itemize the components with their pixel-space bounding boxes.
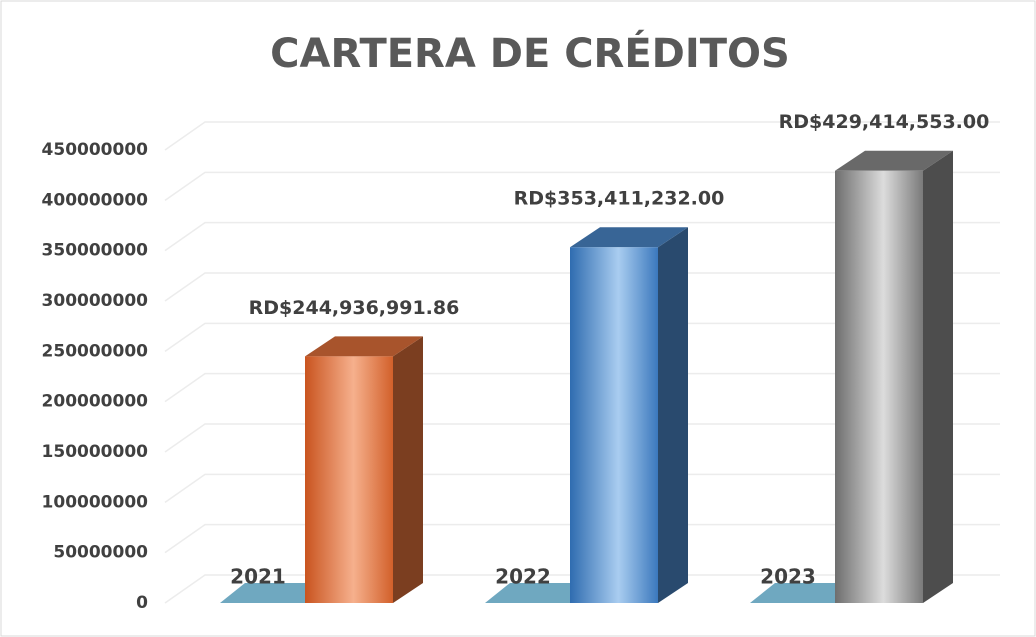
x-tick-label: 2023 — [760, 565, 816, 589]
grid-line — [164, 574, 1000, 604]
data-label: RD$353,411,232.00 — [514, 188, 725, 210]
y-tick-label: 250000000 — [42, 341, 149, 361]
bar-side — [658, 227, 688, 603]
data-label: RD$244,936,991.86 — [249, 297, 460, 319]
y-tick-label: 50000000 — [53, 543, 148, 563]
bar — [570, 227, 688, 603]
bar-front — [570, 247, 658, 603]
y-tick-label: 100000000 — [42, 492, 149, 512]
grid-line — [164, 423, 1000, 453]
grid-line — [164, 372, 1000, 403]
bar — [305, 336, 423, 603]
grid-line — [164, 322, 1000, 352]
y-tick-label: 200000000 — [42, 392, 149, 412]
y-tick-label: 300000000 — [42, 291, 149, 311]
y-tick-label: 150000000 — [42, 442, 149, 462]
y-tick-label: 350000000 — [42, 241, 149, 261]
y-tick-label: 0 — [136, 593, 148, 613]
chart-title: CARTERA DE CRÉDITOS — [270, 29, 790, 77]
bar — [835, 150, 953, 603]
bar-side — [923, 150, 953, 603]
x-tick-label: 2022 — [495, 565, 551, 589]
bar-top — [305, 336, 423, 357]
base-platform — [220, 583, 330, 603]
base-platform — [485, 583, 595, 603]
bar-top — [570, 227, 688, 248]
base-platform — [750, 583, 860, 603]
grid-line — [164, 272, 1000, 302]
grid-line — [164, 121, 1000, 151]
bar-front — [835, 170, 923, 603]
bar-top — [835, 150, 953, 171]
bar-front — [305, 356, 393, 603]
grid-line — [164, 473, 1000, 503]
grid-line — [164, 171, 1000, 201]
bar-side — [393, 336, 423, 603]
y-tick-label: 400000000 — [42, 190, 149, 210]
grid-line — [164, 221, 1000, 252]
x-tick-label: 2021 — [230, 565, 286, 589]
data-label: RD$429,414,553.00 — [779, 111, 990, 133]
grid-line — [164, 523, 1000, 554]
y-tick-label: 450000000 — [42, 140, 149, 160]
